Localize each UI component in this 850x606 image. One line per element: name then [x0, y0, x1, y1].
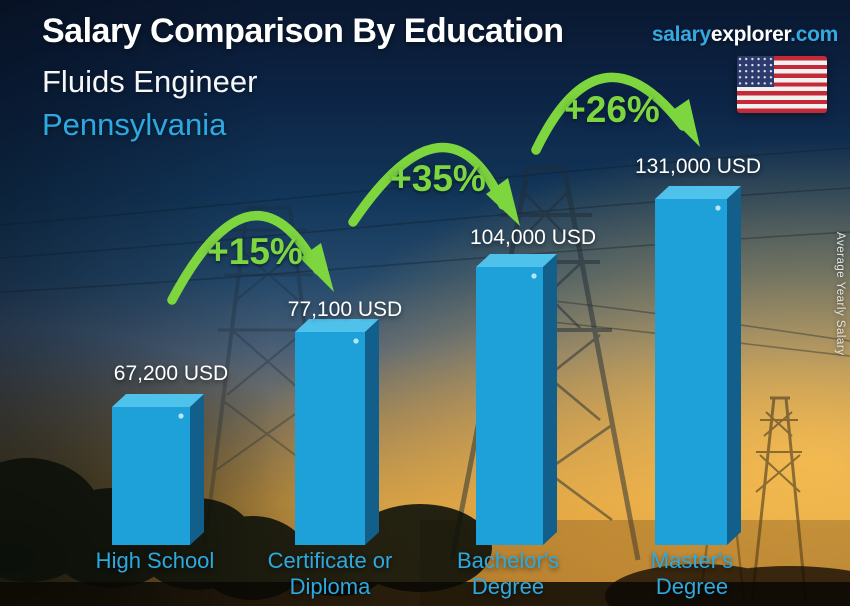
us-flag — [737, 56, 827, 113]
bar-highlight-dot-2 — [353, 338, 359, 344]
bar-side-face-3 — [543, 254, 557, 545]
bar-top-face-4 — [655, 186, 741, 199]
increase-arc-3 — [531, 72, 688, 155]
brand-logo[interactable]: salaryexplorer.com — [652, 23, 838, 47]
bottom-dark-band — [0, 582, 850, 606]
brand-part-salary: salary — [651, 23, 711, 46]
brand-part-com: .com — [790, 23, 838, 46]
y-axis-caption: Average Yearly Salary — [834, 232, 846, 356]
increase-arrowhead-2 — [486, 178, 520, 226]
bar-highlight-dot-3 — [531, 273, 537, 279]
bar-highlight-dot-4 — [715, 205, 721, 211]
bar-front-face-4 — [655, 199, 727, 545]
bar-top-face-2 — [295, 319, 379, 332]
increase-arrowhead-3 — [667, 99, 700, 147]
increase-arc-1 — [167, 211, 323, 305]
brand-part-explorer: explorer — [710, 23, 791, 46]
bar-top-face-3 — [476, 254, 557, 267]
us-flag-canton-stars — [737, 56, 774, 87]
bar-side-face-1 — [190, 394, 204, 545]
bar-front-face-2 — [295, 332, 365, 545]
bar-front-face-3 — [476, 267, 543, 545]
increase-arrowhead-1 — [300, 243, 334, 292]
bar-front-face-1 — [112, 407, 190, 545]
bar-side-face-4 — [727, 186, 741, 545]
region-name: Pennsylvania — [42, 107, 227, 142]
page-title: Salary Comparison By Education — [42, 12, 564, 50]
bar-highlight-dot-1 — [178, 413, 184, 419]
increase-arc-2 — [348, 142, 508, 227]
job-title: Fluids Engineer — [42, 64, 258, 99]
bar-top-face-1 — [112, 394, 204, 407]
bar-side-face-2 — [365, 319, 379, 545]
